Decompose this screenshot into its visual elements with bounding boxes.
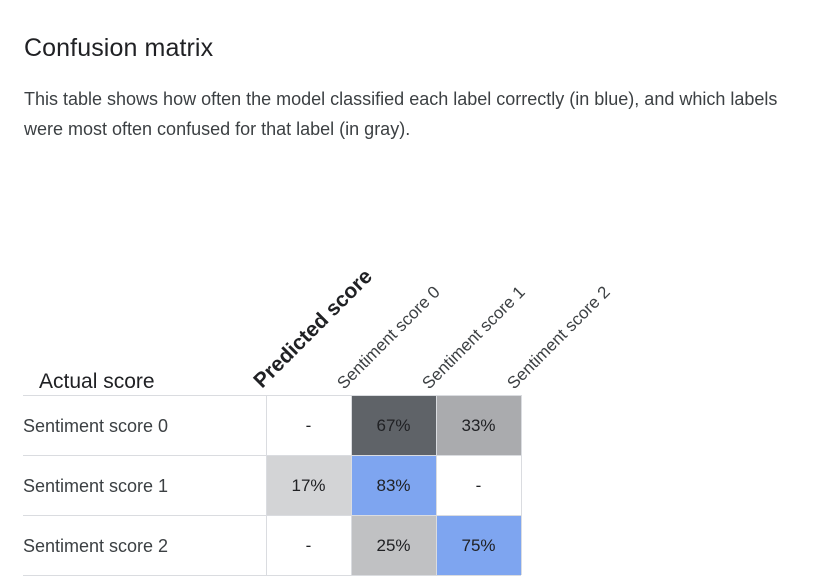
matrix-grid bbox=[23, 395, 522, 576]
matrix-cell-value-r2-c1: 25% bbox=[376, 536, 410, 555]
matrix-cell-r1-c2 bbox=[436, 455, 521, 515]
matrix-cell-r2-c0 bbox=[266, 515, 351, 575]
row-label-2: Sentiment score 2 bbox=[23, 536, 168, 556]
matrix-cell-r0-c2 bbox=[436, 395, 521, 455]
matrix-cell-r2-c1 bbox=[351, 515, 436, 575]
matrix-cells: - 67% 33% 17% 83% - - 25% 75% bbox=[266, 395, 521, 575]
matrix-cell-value-r2-c2: 75% bbox=[461, 536, 495, 555]
matrix-cell-value-r2-c0: - bbox=[306, 536, 312, 555]
page-title: Confusion matrix bbox=[24, 34, 214, 62]
row-label-0: Sentiment score 0 bbox=[23, 416, 168, 436]
page-description: This table shows how often the model cla… bbox=[24, 89, 778, 139]
matrix-cell-value-r0-c1: 67% bbox=[376, 416, 410, 435]
matrix-cell-value-r0-c0: - bbox=[306, 416, 312, 435]
matrix-cell-r1-c0 bbox=[266, 455, 351, 515]
matrix-cell-value-r1-c0: 17% bbox=[291, 476, 325, 495]
row-label-1: Sentiment score 1 bbox=[23, 476, 168, 496]
matrix-cell-value-r1-c2: - bbox=[476, 476, 482, 495]
matrix-cell-r0-c0 bbox=[266, 395, 351, 455]
matrix-cell-value-r0-c2: 33% bbox=[461, 416, 495, 435]
matrix-cell-r1-c1 bbox=[351, 455, 436, 515]
matrix-cell-value-r1-c1: 83% bbox=[376, 476, 410, 495]
matrix-cell-r0-c1 bbox=[351, 395, 436, 455]
row-axis-title: Actual score bbox=[39, 370, 155, 393]
matrix-cell-r2-c2 bbox=[436, 515, 521, 575]
